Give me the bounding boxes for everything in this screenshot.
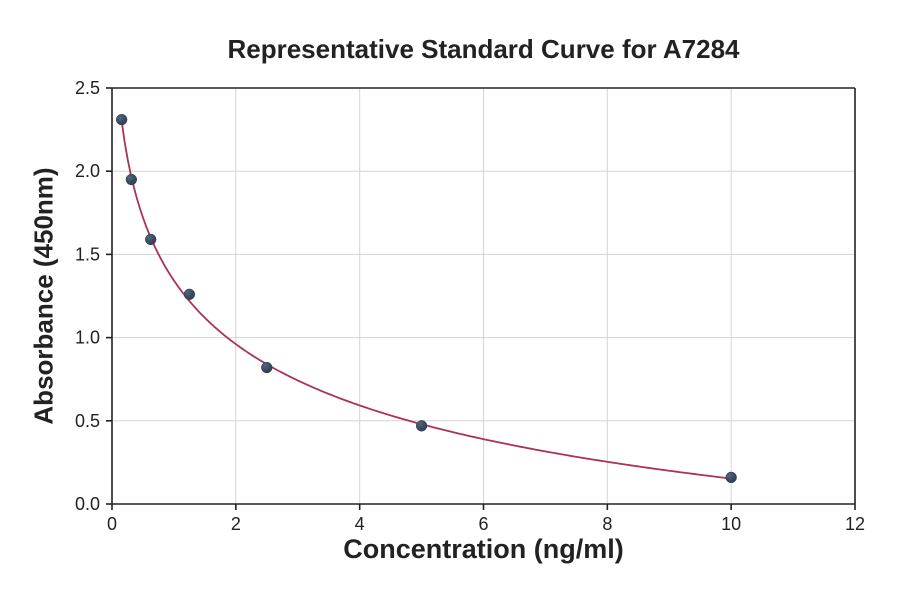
svg-text:2: 2	[231, 514, 241, 534]
svg-text:1.0: 1.0	[75, 328, 100, 348]
svg-text:0.5: 0.5	[75, 411, 100, 431]
svg-text:4: 4	[355, 514, 365, 534]
svg-text:2.5: 2.5	[75, 78, 100, 98]
svg-text:8: 8	[602, 514, 612, 534]
svg-text:6: 6	[478, 514, 488, 534]
svg-text:12: 12	[845, 514, 865, 534]
svg-text:2.0: 2.0	[75, 161, 100, 181]
svg-text:0: 0	[107, 514, 117, 534]
svg-text:10: 10	[721, 514, 741, 534]
svg-text:1.5: 1.5	[75, 244, 100, 264]
svg-text:0.0: 0.0	[75, 494, 100, 514]
